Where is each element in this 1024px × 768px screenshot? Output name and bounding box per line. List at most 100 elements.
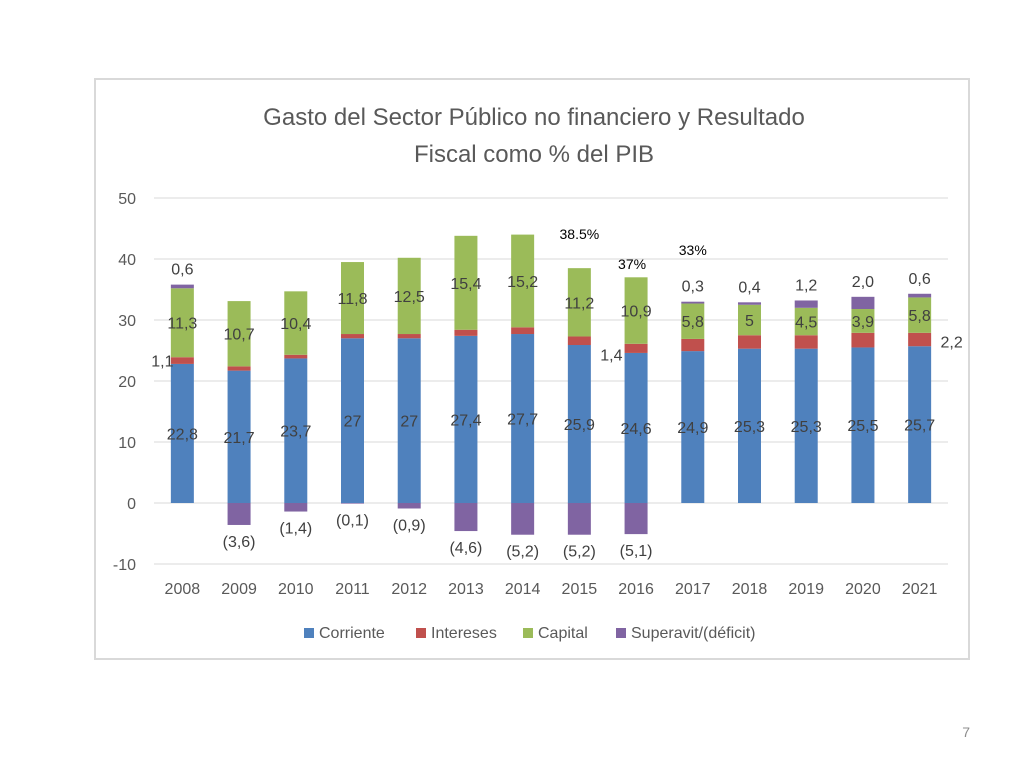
y-tick-label: 20: [118, 374, 136, 391]
data-label-2020: 2,0: [852, 274, 874, 291]
x-tick-label-2021: 2021: [902, 581, 938, 598]
bars: [170, 234, 932, 535]
data-label-2019: 1,2: [795, 277, 817, 294]
bar-segment-corriente-2014: [511, 334, 535, 503]
data-label-2008: 0,6: [171, 262, 193, 279]
bar-segment-capital-2012: [397, 257, 421, 335]
data-labels: 22,8 1,1 11,3 0,6 21,7 10,7 (3,6) 23,7 10,4 (1,4)…: [151, 262, 963, 561]
bar-segment-superavit-d-ficit--2013: [454, 503, 478, 532]
data-label-2011: 27: [344, 414, 362, 431]
bar-segment-intereses-2009: [227, 366, 251, 371]
data-label-2013: (4,6): [449, 540, 482, 557]
data-label-2018: 5: [745, 313, 754, 330]
data-label-2008: 11,3: [167, 316, 197, 333]
x-tick-label-2019: 2019: [788, 581, 824, 598]
stacked-bar-chart: Gasto del Sector Público no financiero y…: [113, 104, 963, 642]
data-label-2017: 24,9: [677, 420, 708, 437]
bar-segment-corriente-2008: [170, 363, 194, 503]
chart-frame: Gasto del Sector Público no financiero y…: [94, 78, 970, 660]
bar-segment-superavit-d-ficit--2016: [624, 503, 648, 535]
legend-swatch: [523, 628, 533, 638]
bar-segment-intereses-2014: [511, 327, 535, 335]
data-label-2015: 11,2: [564, 295, 594, 312]
slide-number: 7: [962, 724, 970, 740]
data-label-2009: (3,6): [223, 534, 256, 551]
bar-segment-corriente-2016: [624, 352, 648, 503]
legend-label: Intereses: [431, 625, 497, 642]
data-label-2019: 25,3: [791, 419, 822, 436]
bar-segment-intereses-2020: [851, 332, 875, 348]
data-label-2009: 21,7: [224, 430, 255, 447]
gridlines: [154, 197, 948, 565]
bar-segment-capital-2020: [851, 309, 875, 333]
bar-segment-capital-2008: [170, 288, 194, 358]
data-label-2008: 22,8: [167, 426, 198, 443]
bar-segment-capital-2021: [908, 297, 932, 333]
legend-label: Superavit/(déficit): [631, 625, 756, 642]
legend: Corriente Intereses Capital Superavit/(défi…: [304, 625, 756, 642]
data-label-2017: 0,3: [682, 279, 704, 296]
x-tick-label-2018: 2018: [732, 581, 768, 598]
data-label-2009: 10,7: [224, 327, 255, 344]
annotation-2016: 37%: [618, 256, 646, 272]
bar-segment-capital-2017: [681, 303, 705, 339]
bar-segment-corriente-2020: [851, 347, 875, 503]
bar-segment-capital-2014: [511, 234, 535, 328]
bar-segment-corriente-2009: [227, 370, 251, 503]
data-label-2015: 25,9: [564, 417, 595, 434]
data-label-2014: (5,2): [506, 544, 539, 561]
bar-segment-corriente-2015: [567, 345, 591, 503]
data-label-2014: 27,7: [507, 412, 538, 429]
data-label-2020: 25,5: [847, 418, 878, 435]
bar-segment-capital-2010: [284, 291, 308, 355]
bar-segment-corriente-2017: [681, 351, 705, 503]
bar-segment-corriente-2019: [794, 348, 818, 503]
data-label-2012: 27: [400, 414, 418, 431]
bar-segment-corriente-2012: [397, 338, 421, 503]
y-tick-label: 0: [127, 496, 136, 513]
x-tick-label-2008: 2008: [165, 581, 201, 598]
bar-segment-superavit-d-ficit--2014: [511, 503, 535, 535]
bar-segment-superavit-d-ficit--2012: [397, 503, 421, 509]
legend-swatch: [304, 628, 314, 638]
bar-segment-corriente-2018: [738, 348, 761, 503]
data-label-2015: 1,4: [600, 348, 622, 365]
bar-segment-superavit-d-ficit--2017: [681, 301, 705, 304]
y-tick-label: -10: [113, 557, 136, 574]
bar-segment-capital-2016: [624, 277, 648, 344]
data-label-2021: 0,6: [909, 271, 931, 288]
bar-segment-intereses-2017: [681, 338, 705, 352]
x-tick-label-2014: 2014: [505, 581, 541, 598]
y-tick-label: 10: [118, 435, 136, 452]
y-tick-label: 40: [118, 252, 136, 269]
legend-swatch: [616, 628, 626, 638]
bar-segment-superavit-d-ficit--2015: [567, 503, 591, 535]
bar-segment-intereses-2016: [624, 343, 648, 353]
bar-segment-intereses-2019: [794, 335, 818, 349]
legend-swatch: [416, 628, 426, 638]
bar-segment-corriente-2021: [908, 346, 932, 503]
x-tick-label-2016: 2016: [618, 581, 654, 598]
bar-segment-superavit-d-ficit--2021: [908, 293, 932, 298]
bar-segment-intereses-2013: [454, 329, 478, 336]
bar-segment-superavit-d-ficit--2008: [170, 284, 194, 289]
data-label-2018: 0,4: [738, 279, 760, 296]
data-label-2011: (0,1): [336, 513, 369, 530]
data-label-2008: 1,1: [151, 354, 173, 371]
bar-segment-superavit-d-ficit--2019: [794, 300, 818, 308]
bar-segment-capital-2018: [738, 304, 761, 336]
bar-segment-superavit-d-ficit--2020: [851, 296, 875, 310]
bar-segment-corriente-2010: [284, 358, 308, 503]
data-label-2016: 10,9: [621, 304, 652, 321]
data-label-2015: (5,2): [563, 544, 596, 561]
data-label-2021: 5,8: [909, 308, 931, 325]
annotations: 38.5% 37% 33%: [560, 226, 707, 272]
data-label-2017: 5,8: [682, 314, 704, 331]
data-label-2018: 25,3: [734, 419, 765, 436]
x-tick-label-2011: 2011: [335, 581, 370, 598]
data-label-2013: 15,4: [450, 276, 481, 293]
bar-segment-corriente-2013: [454, 335, 478, 503]
chart-title-line-2: Fiscal como % del PIB: [414, 141, 654, 168]
x-tick-label-2012: 2012: [391, 581, 427, 598]
annotation-2015: 38.5%: [560, 226, 600, 242]
